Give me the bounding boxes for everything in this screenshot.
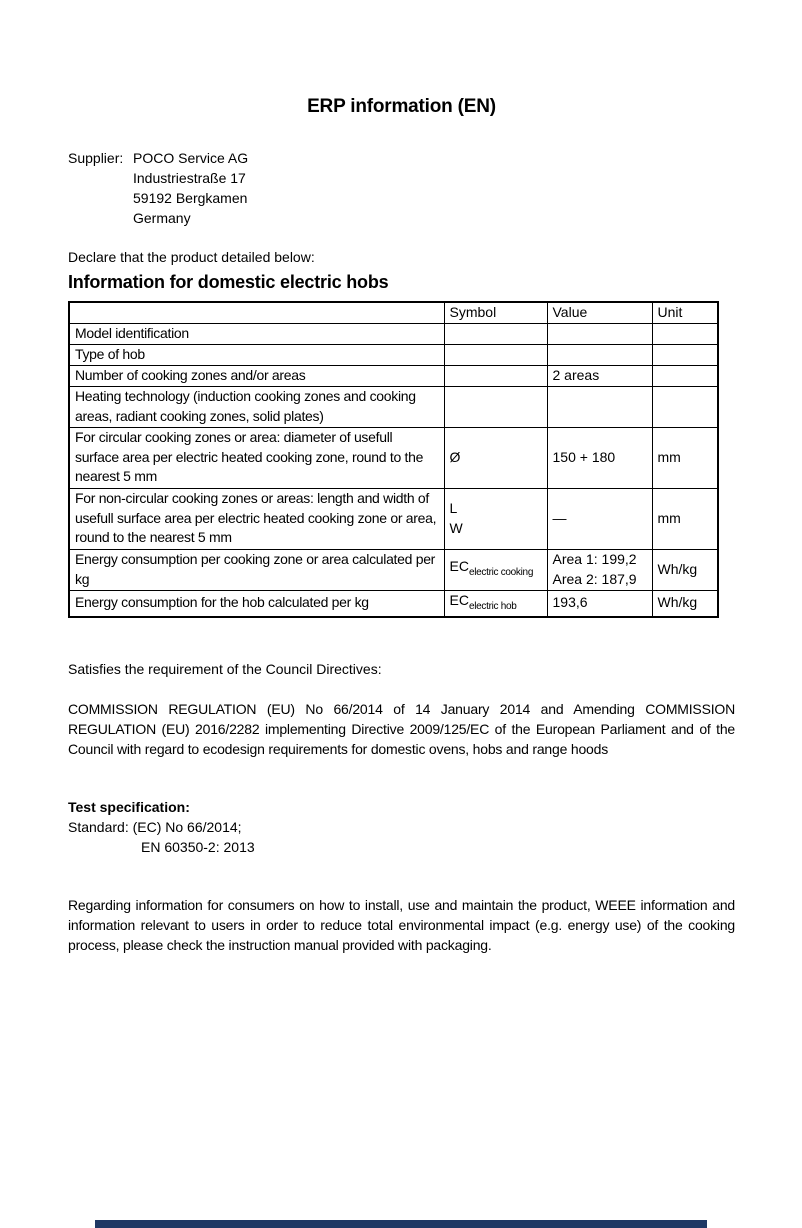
supplier-address: POCO Service AG Industriestraße 17 59192… [133, 148, 248, 228]
header-symbol: Symbol [443, 301, 548, 324]
symbol-width: W [449, 519, 463, 536]
cell-unit: Wh/kg [651, 548, 719, 591]
cell-symbol [443, 343, 548, 366]
cell-value: 150 + 180 [546, 426, 653, 489]
cell-description: Energy consumption for the hob calculate… [68, 589, 445, 618]
cell-unit: mm [651, 487, 719, 550]
header-empty [68, 301, 445, 324]
ec-base: EC [449, 557, 469, 574]
cell-unit [651, 364, 719, 387]
cell-symbol [443, 385, 548, 428]
standard-line-1: Standard: (EC) No 66/2014; [68, 818, 242, 835]
declare-statement: Declare that the product detailed below: [68, 249, 315, 265]
cell-value: Area 1: 199,2 Area 2: 187,9 [546, 548, 653, 591]
table-row: For circular cooking zones or area: diam… [68, 426, 719, 489]
footer-accent-bar [95, 1220, 707, 1228]
supplier-street: Industriestraße 17 [133, 170, 246, 186]
cell-value: 2 areas [546, 364, 653, 387]
cell-value [546, 385, 653, 428]
test-specification-heading: Test specification: [68, 798, 190, 815]
table-row: Heating technology (induction cooking zo… [68, 385, 719, 428]
table-row: Energy consumption for the hob calculate… [68, 589, 719, 618]
regarding-paragraph: Regarding information for consumers on h… [68, 896, 735, 953]
value-area2: Area 2: 187,9 [552, 570, 637, 587]
cell-unit [651, 343, 719, 366]
cell-symbol-ec-cooking: ECelectric cooking [443, 548, 548, 591]
supplier-country: Germany [133, 210, 191, 226]
document-page: ERP information (EN) Supplier: POCO Serv… [0, 94, 802, 955]
cell-description: For non-circular cooking zones or areas:… [68, 487, 445, 550]
table-row: Number of cooking zones and/or areas 2 a… [68, 364, 719, 387]
symbol-length: L [449, 500, 458, 516]
ec-subscript: electric hob [468, 600, 517, 612]
cell-value [546, 343, 653, 366]
cell-unit [651, 385, 719, 428]
cell-description: Heating technology (induction cooking zo… [68, 385, 445, 428]
table-row: Model identification [68, 322, 719, 345]
header-unit: Unit [651, 301, 719, 324]
cell-unit: Wh/kg [651, 589, 719, 618]
cell-value: — [546, 487, 653, 550]
supplier-block: Supplier: POCO Service AG Industriestraß… [68, 148, 735, 228]
cell-unit [651, 322, 719, 345]
cell-description: Number of cooking zones and/or areas [68, 364, 445, 387]
ec-subscript: electric cooking [468, 566, 534, 578]
spec-table: Symbol Value Unit Model identification T… [68, 301, 719, 618]
cell-symbol [443, 322, 548, 345]
cell-symbol-lw: L W [443, 487, 548, 550]
standard-line-2: EN 60350-2: 2013 [141, 838, 255, 855]
section-heading: Information for domestic electric hobs [68, 272, 389, 292]
table-row: For non-circular cooking zones or areas:… [68, 487, 719, 550]
value-area1: Area 1: 199,2 [552, 551, 637, 567]
table-row: Type of hob [68, 343, 719, 366]
supplier-name: POCO Service AG [133, 150, 249, 166]
page-title: ERP information (EN) [307, 96, 496, 117]
cell-description: Energy consumption per cooking zone or a… [68, 548, 445, 591]
table-header-row: Symbol Value Unit [68, 301, 719, 324]
ec-base: EC [449, 591, 469, 608]
cell-symbol [443, 364, 548, 387]
cell-symbol-diameter: Ø [443, 426, 548, 489]
cell-unit: mm [651, 426, 719, 489]
cell-value [546, 322, 653, 345]
table-row: Energy consumption per cooking zone or a… [68, 548, 719, 591]
header-value: Value [546, 301, 653, 324]
supplier-city: 59192 Bergkamen [133, 190, 248, 206]
cell-description: Model identification [68, 322, 445, 345]
supplier-label: Supplier: [68, 150, 124, 166]
satisfies-statement: Satisfies the requirement of the Council… [68, 660, 382, 677]
cell-description: For circular cooking zones or area: diam… [68, 426, 445, 489]
cell-symbol-ec-hob: ECelectric hob [443, 589, 548, 618]
cell-value: 193,6 [546, 589, 653, 618]
regulation-paragraph: COMMISSION REGULATION (EU) No 66/2014 of… [68, 700, 735, 757]
cell-description: Type of hob [68, 343, 445, 366]
